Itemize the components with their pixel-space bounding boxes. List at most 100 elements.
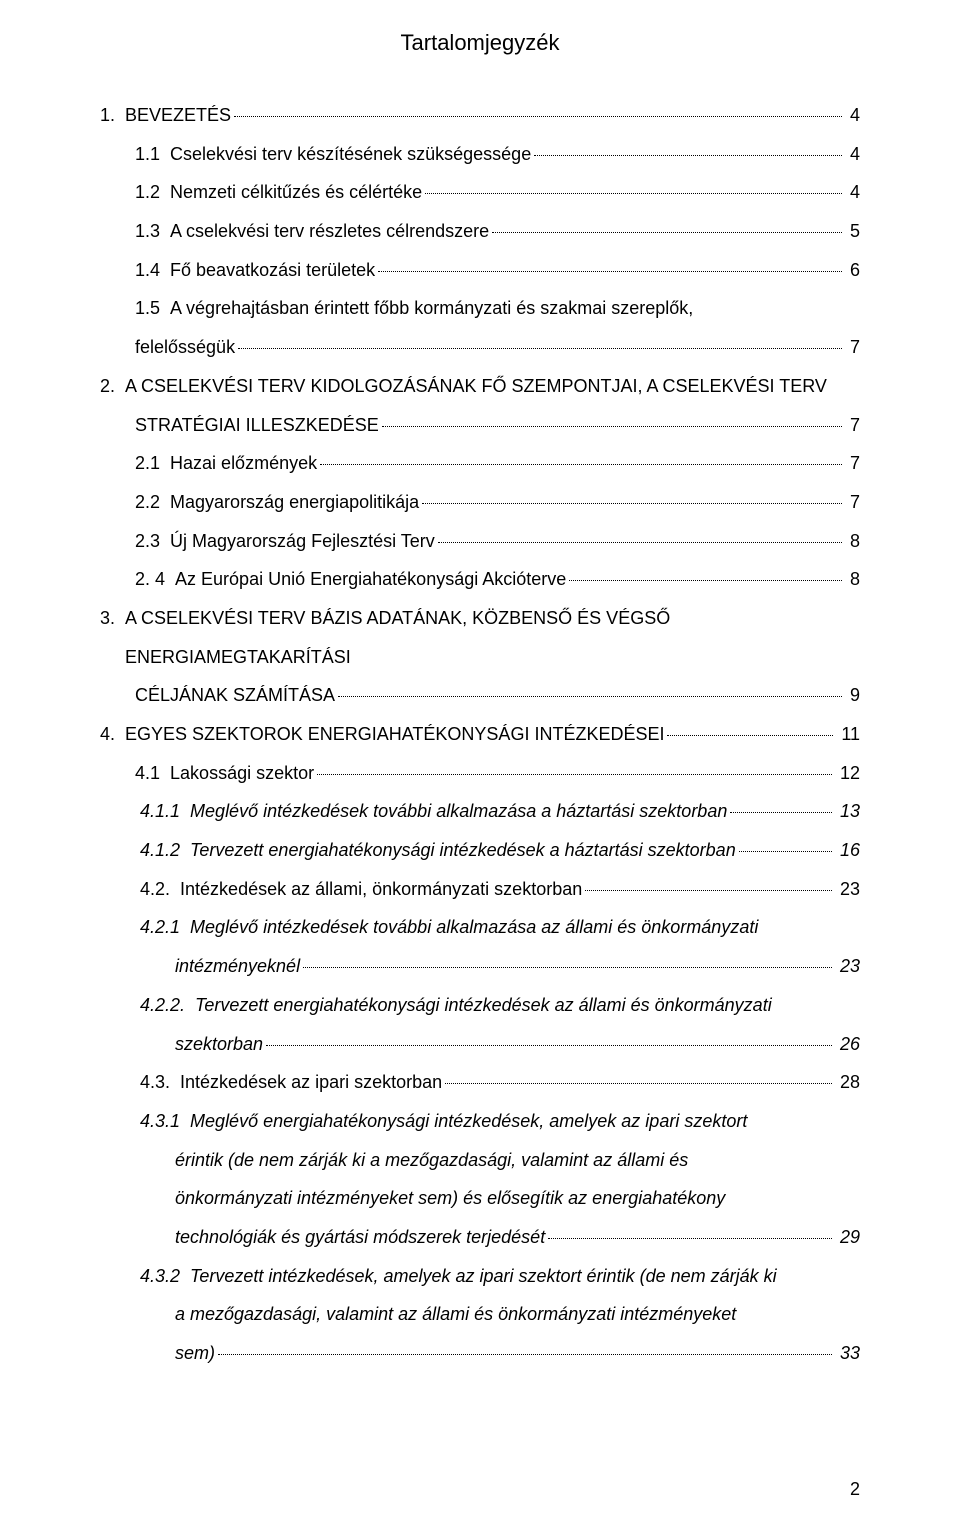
toc-label: Lakossági szektor xyxy=(170,754,314,793)
toc-page-number: 16 xyxy=(835,831,860,870)
toc-page-number: 23 xyxy=(835,870,860,909)
toc-leader xyxy=(378,271,842,272)
toc-leader xyxy=(303,967,832,968)
toc-number: 2. xyxy=(100,367,125,406)
toc-page-number: 5 xyxy=(845,212,860,251)
toc-entry: 4.3.2 Tervezett intézkedések, amelyek az… xyxy=(100,1257,860,1373)
toc-label: Cselekvési terv készítésének szükségessé… xyxy=(170,135,531,174)
toc-leader xyxy=(548,1238,832,1239)
toc-label: Meglévő energiahatékonysági intézkedések… xyxy=(190,1102,747,1141)
toc-page-number: 12 xyxy=(835,754,860,793)
toc-number: 4.3. xyxy=(140,1063,180,1102)
toc-label: a mezőgazdasági, valamint az állami és ö… xyxy=(175,1295,736,1334)
toc-leader xyxy=(730,812,832,813)
toc-entry: 4.3. Intézkedések az ipari szektorban 28 xyxy=(100,1063,860,1102)
toc-page-number: 23 xyxy=(835,947,860,986)
toc-number: 3. xyxy=(100,599,125,638)
toc-label: BEVEZETÉS xyxy=(125,96,231,135)
toc-page-number: 7 xyxy=(845,406,860,445)
toc-leader xyxy=(338,696,842,697)
toc-label: felelősségük xyxy=(135,328,235,367)
toc-number: 4.2.2. xyxy=(140,986,195,1025)
toc-leader xyxy=(238,348,842,349)
document-title: Tartalomjegyzék xyxy=(100,30,860,56)
toc-number: 2.1 xyxy=(135,444,170,483)
toc-entry: 2. A CSELEKVÉSI TERV KIDOLGOZÁSÁNAK FŐ S… xyxy=(100,367,860,444)
toc-number: 4.1.2 xyxy=(140,831,190,870)
toc-number: 2. 4 xyxy=(135,560,175,599)
toc-entry: 1.5 A végrehajtásban érintett főbb kormá… xyxy=(100,289,860,366)
toc-label: Intézkedések az állami, önkormányzati sz… xyxy=(180,870,582,909)
toc-page-number: 26 xyxy=(835,1025,860,1064)
toc-label: érintik (de nem zárják ki a mezőgazdaság… xyxy=(175,1141,688,1180)
toc-label: önkormányzati intézményeket sem) és elős… xyxy=(175,1179,725,1218)
toc-page-number: 33 xyxy=(835,1334,860,1373)
toc-number: 4.1.1 xyxy=(140,792,190,831)
toc-leader xyxy=(422,503,842,504)
toc-entry: 3. A CSELEKVÉSI TERV BÁZIS ADATÁNAK, KÖZ… xyxy=(100,599,860,715)
toc-page-number: 9 xyxy=(845,676,860,715)
toc-entry: 4.3.1 Meglévő energiahatékonysági intézk… xyxy=(100,1102,860,1257)
toc-number: 4.2. xyxy=(140,870,180,909)
toc-label: A végrehajtásban érintett főbb kormányza… xyxy=(170,289,693,328)
toc-label: Intézkedések az ipari szektorban xyxy=(180,1063,442,1102)
toc-label: Az Európai Unió Energiahatékonysági Akci… xyxy=(175,560,566,599)
toc-page-number: 28 xyxy=(835,1063,860,1102)
toc-page-number: 7 xyxy=(845,483,860,522)
toc-leader xyxy=(445,1083,832,1084)
toc-leader xyxy=(534,155,842,156)
toc-entry: 1.4 Fő beavatkozási területek 6 xyxy=(100,251,860,290)
toc-label: Hazai előzmények xyxy=(170,444,317,483)
toc-number: 1.2 xyxy=(135,173,170,212)
toc-leader xyxy=(317,774,832,775)
toc-leader xyxy=(585,890,832,891)
toc-leader xyxy=(234,116,842,117)
toc-entry: 1.1 Cselekvési terv készítésének szükség… xyxy=(100,135,860,174)
toc-leader xyxy=(218,1354,832,1355)
toc-page-number: 8 xyxy=(845,560,860,599)
toc-entry: 2.2 Magyarország energiapolitikája 7 xyxy=(100,483,860,522)
toc-leader xyxy=(739,851,832,852)
toc-page-number: 11 xyxy=(836,715,860,754)
toc-number: 4.3.1 xyxy=(140,1102,190,1141)
toc-page-number: 13 xyxy=(835,792,860,831)
toc-entry: 1. BEVEZETÉS 4 xyxy=(100,96,860,135)
toc-number: 4.2.1 xyxy=(140,908,190,947)
toc-leader xyxy=(382,426,842,427)
toc-page-number: 7 xyxy=(845,444,860,483)
toc-page-number: 4 xyxy=(845,96,860,135)
toc-entry: 4.1.1 Meglévő intézkedések további alkal… xyxy=(100,792,860,831)
toc-page-number: 29 xyxy=(835,1218,860,1257)
toc-label: Meglévő intézkedések további alkalmazása… xyxy=(190,908,758,947)
toc-entry: 4.2. Intézkedések az állami, önkormányza… xyxy=(100,870,860,909)
toc-label: Fő beavatkozási területek xyxy=(170,251,375,290)
toc-leader xyxy=(320,464,842,465)
table-of-contents: 1. BEVEZETÉS 41.1 Cselekvési terv készít… xyxy=(100,96,860,1373)
toc-label: szektorban xyxy=(175,1025,263,1064)
toc-label: CÉLJÁNAK SZÁMÍTÁSA xyxy=(135,676,335,715)
toc-leader xyxy=(266,1045,832,1046)
toc-entry: 1.2 Nemzeti célkitűzés és célértéke 4 xyxy=(100,173,860,212)
toc-entry: 2. 4 Az Európai Unió Energiahatékonysági… xyxy=(100,560,860,599)
toc-leader xyxy=(667,735,833,736)
toc-label: Nemzeti célkitűzés és célértéke xyxy=(170,173,422,212)
toc-number: 1.5 xyxy=(135,289,170,328)
toc-entry: 4.1 Lakossági szektor 12 xyxy=(100,754,860,793)
toc-label: intézményeknél xyxy=(175,947,300,986)
toc-number: 1. xyxy=(100,96,125,135)
toc-page-number: 4 xyxy=(845,173,860,212)
toc-number: 2.3 xyxy=(135,522,170,561)
toc-entry: 4.2.1 Meglévő intézkedések további alkal… xyxy=(100,908,860,985)
toc-leader xyxy=(492,232,842,233)
toc-page-number: 7 xyxy=(845,328,860,367)
toc-number: 4. xyxy=(100,715,125,754)
toc-label: A cselekvési terv részletes célrendszere xyxy=(170,212,489,251)
toc-entry: 2.3 Új Magyarország Fejlesztési Terv 8 xyxy=(100,522,860,561)
toc-label: A CSELEKVÉSI TERV KIDOLGOZÁSÁNAK FŐ SZEM… xyxy=(125,367,827,406)
toc-number: 1.4 xyxy=(135,251,170,290)
toc-entry: 4. EGYES SZEKTOROK ENERGIAHATÉKONYSÁGI I… xyxy=(100,715,860,754)
toc-label: Magyarország energiapolitikája xyxy=(170,483,419,522)
toc-page-number: 6 xyxy=(845,251,860,290)
toc-leader xyxy=(438,542,842,543)
toc-leader xyxy=(425,193,842,194)
